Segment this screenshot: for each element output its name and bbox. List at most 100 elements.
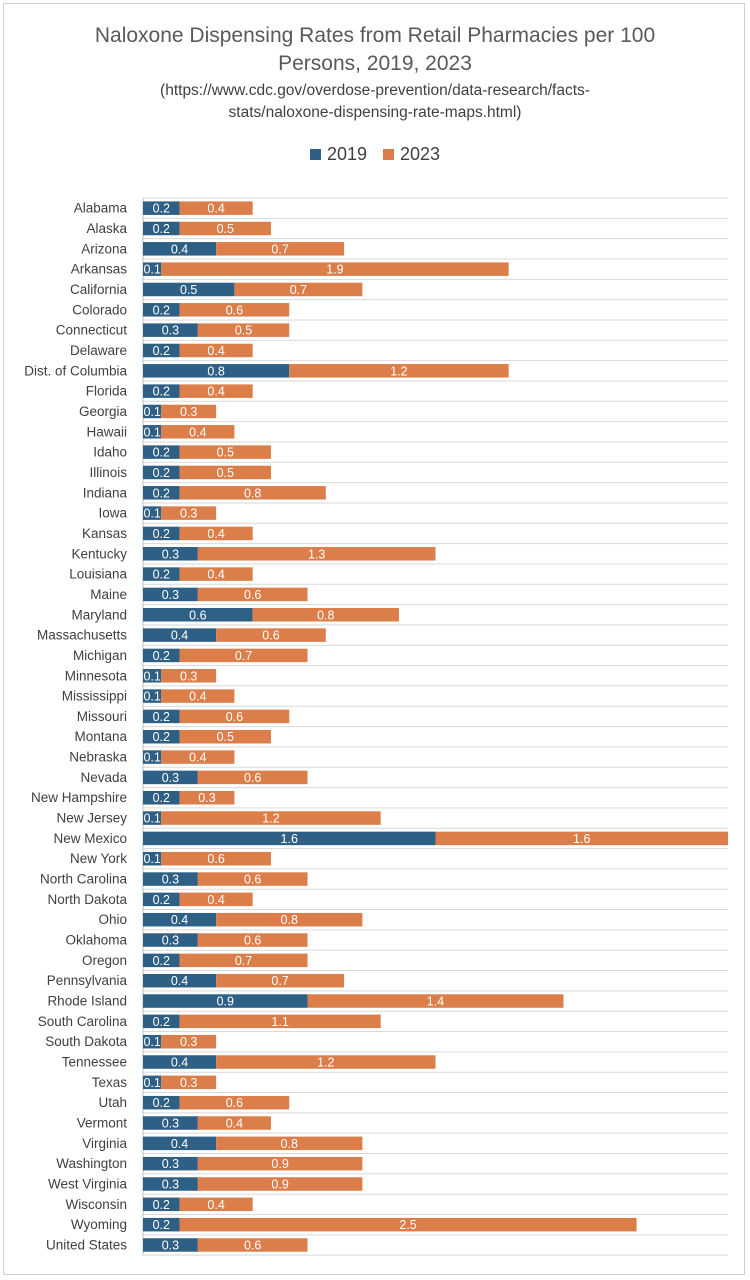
data-label-2019-ohio: 0.4 bbox=[171, 913, 188, 927]
bar-2019-michigan bbox=[143, 648, 180, 663]
data-label-2023-wisconsin: 0.4 bbox=[207, 1198, 224, 1212]
data-label-2019-montana: 0.2 bbox=[153, 730, 170, 744]
bar-2023-rhode-island bbox=[307, 994, 564, 1008]
bar-2023-connecticut bbox=[197, 323, 290, 337]
bar-2019-illinois bbox=[143, 465, 180, 480]
data-label-2019-new-jersey: 0.1 bbox=[143, 812, 160, 826]
data-label-2019-united-states: 0.3 bbox=[162, 1238, 179, 1252]
tick-label-indiana: Indiana bbox=[83, 485, 128, 500]
data-label-2023-kansas: 0.4 bbox=[207, 527, 224, 541]
bar-2019-mississippi bbox=[143, 689, 162, 703]
data-label-2019-michigan: 0.2 bbox=[153, 649, 170, 663]
data-label-2019-iowa: 0.1 bbox=[143, 507, 160, 521]
data-label-2023-utah: 0.6 bbox=[226, 1096, 243, 1110]
bar-2019-new-jersey bbox=[143, 811, 162, 825]
bar-2023-vermont bbox=[197, 1116, 271, 1130]
bar-2019-arkansas bbox=[143, 262, 162, 276]
tick-label-dist-of-columbia: Dist. of Columbia bbox=[24, 363, 127, 378]
bar-2023-florida bbox=[179, 384, 253, 398]
chart-title: Naloxone Dispensing Rates from Retail Ph… bbox=[0, 22, 750, 78]
legend-item-2019: 2019 bbox=[309, 144, 367, 165]
data-label-2019-nevada: 0.3 bbox=[162, 771, 179, 785]
data-label-2023-alaska: 0.5 bbox=[217, 222, 234, 236]
data-label-2019-georgia: 0.1 bbox=[143, 405, 160, 419]
data-label-2019-arizona: 0.4 bbox=[171, 242, 188, 256]
tick-label-maine: Maine bbox=[90, 587, 127, 602]
tick-label-utah: Utah bbox=[98, 1095, 127, 1110]
tick-label-colorado: Colorado bbox=[72, 302, 127, 317]
data-label-2019-maryland: 0.6 bbox=[189, 608, 206, 622]
bar-2019-colorado bbox=[143, 303, 180, 317]
bar-2023-georgia bbox=[161, 404, 217, 419]
bar-2019-hawaii bbox=[143, 425, 162, 439]
bar-2019-new-york bbox=[143, 851, 162, 866]
chart-subtitle: (https://www.cdc.gov/overdose-prevention… bbox=[0, 80, 750, 124]
bar-2019-utah bbox=[143, 1095, 180, 1110]
bar-2023-arkansas bbox=[161, 262, 509, 276]
tick-label-tennessee: Tennessee bbox=[62, 1055, 127, 1070]
bar-2019-maryland bbox=[143, 608, 253, 622]
tick-label-north-dakota: North Dakota bbox=[47, 892, 127, 907]
data-label-2023-montana: 0.5 bbox=[217, 730, 234, 744]
bar-2023-missouri bbox=[179, 709, 290, 724]
bar-2019-nevada bbox=[143, 770, 198, 785]
tick-label-kentucky: Kentucky bbox=[71, 546, 127, 561]
data-label-2019-florida: 0.2 bbox=[153, 385, 170, 399]
legend-item-2023: 2023 bbox=[383, 144, 440, 165]
tick-label-michigan: Michigan bbox=[73, 648, 127, 663]
legend-label-2019: 2019 bbox=[326, 144, 367, 164]
data-label-2023-north-carolina: 0.6 bbox=[244, 873, 261, 887]
tick-label-arkansas: Arkansas bbox=[71, 262, 128, 277]
data-label-2019-wyoming: 0.2 bbox=[153, 1218, 170, 1232]
chart-subtitle-line-1: (https://www.cdc.gov/overdose-prevention… bbox=[160, 82, 590, 99]
data-label-2019-california: 0.5 bbox=[180, 283, 197, 297]
data-label-2023-pennsylvania: 0.7 bbox=[271, 974, 288, 988]
tick-label-new-mexico: New Mexico bbox=[53, 831, 127, 846]
bar-2019-ohio bbox=[143, 912, 217, 927]
bar-2023-california bbox=[234, 282, 363, 297]
tick-label-connecticut: Connecticut bbox=[56, 323, 128, 338]
bar-2019-pennsylvania bbox=[143, 973, 217, 988]
data-label-2023-north-dakota: 0.4 bbox=[207, 893, 224, 907]
data-label-2019-maine: 0.3 bbox=[162, 588, 179, 602]
bar-2019-new-mexico bbox=[143, 831, 436, 846]
bar-2023-south-carolina bbox=[179, 1014, 381, 1029]
tick-label-massachusetts: Massachusetts bbox=[37, 628, 127, 643]
bar-2023-mississippi bbox=[161, 689, 235, 703]
data-label-2019-alaska: 0.2 bbox=[153, 222, 170, 236]
data-label-2023-missouri: 0.6 bbox=[226, 710, 243, 724]
data-label-2019-oklahoma: 0.3 bbox=[162, 934, 179, 948]
tick-label-wyoming: Wyoming bbox=[71, 1217, 127, 1232]
bar-2023-idaho bbox=[179, 445, 271, 459]
bar-2023-kansas bbox=[179, 526, 253, 541]
tick-label-minnesota: Minnesota bbox=[65, 668, 128, 683]
bar-2023-pennsylvania bbox=[216, 973, 345, 988]
data-label-2023-new-mexico: 1.6 bbox=[573, 832, 590, 846]
bar-2023-kentucky bbox=[197, 547, 436, 561]
data-label-2023-iowa: 0.3 bbox=[180, 507, 197, 521]
bar-2023-louisiana bbox=[179, 567, 253, 581]
data-label-2023-maryland: 0.8 bbox=[317, 608, 334, 622]
data-label-2019-louisiana: 0.2 bbox=[153, 568, 170, 582]
bar-2019-idaho bbox=[143, 445, 180, 459]
bar-2019-alaska bbox=[143, 221, 180, 236]
tick-label-united-states: United States bbox=[46, 1237, 127, 1252]
tick-label-illinois: Illinois bbox=[89, 465, 127, 480]
bar-2019-arizona bbox=[143, 242, 217, 256]
tick-label-wisconsin: Wisconsin bbox=[65, 1197, 127, 1212]
tick-label-north-carolina: North Carolina bbox=[40, 872, 128, 887]
data-label-2023-florida: 0.4 bbox=[207, 385, 224, 399]
bar-2023-colorado bbox=[179, 303, 290, 317]
bar-2019-west-virginia bbox=[143, 1177, 198, 1191]
bar-2023-virginia bbox=[216, 1136, 363, 1151]
data-label-2023-kentucky: 1.3 bbox=[308, 547, 325, 561]
tick-label-arizona: Arizona bbox=[81, 241, 127, 256]
bar-2019-florida bbox=[143, 384, 180, 398]
bar-2019-alabama bbox=[143, 201, 180, 215]
bar-2023-tennessee bbox=[216, 1055, 436, 1069]
bar-2019-iowa bbox=[143, 506, 162, 520]
bar-2019-new-hampshire bbox=[143, 790, 180, 805]
tick-label-new-hampshire: New Hampshire bbox=[31, 790, 127, 805]
bar-2019-louisiana bbox=[143, 567, 180, 581]
data-label-2023-louisiana: 0.4 bbox=[207, 568, 224, 582]
